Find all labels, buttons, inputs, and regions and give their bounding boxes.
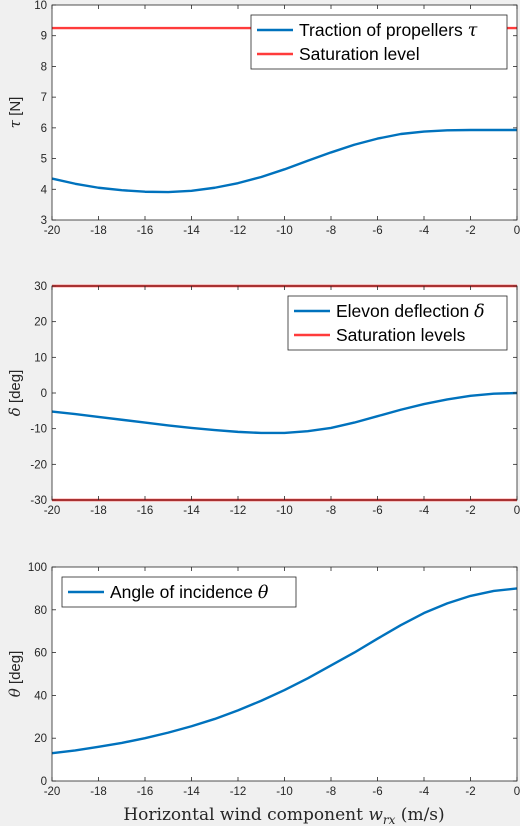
legend-label: Saturation level <box>299 44 420 64</box>
x-tick-label: -20 <box>44 225 61 237</box>
x-tick-label: -14 <box>183 786 200 798</box>
y-tick-label: 30 <box>34 281 47 293</box>
x-tick-label: -8 <box>326 786 336 798</box>
panel-incidence: -20 -18 -16 -14 -12 -10 -8 -6 -4 -2 0020406080100θ… <box>6 562 520 798</box>
x-tick-label: -18 <box>90 225 107 237</box>
x-tick-label: -12 <box>230 786 247 798</box>
y-axis-label-symbol: τ <box>6 119 24 128</box>
x-axis-label: Horizontal wind component wrx (m/s) <box>123 805 444 826</box>
y-tick-label: 5 <box>41 154 47 166</box>
x-tick-label: -8 <box>326 225 336 237</box>
y-tick-label: 60 <box>34 648 47 660</box>
series-line-0 <box>51 391 518 435</box>
x-tick-label: -10 <box>276 505 293 517</box>
y-tick-label: 9 <box>41 31 47 43</box>
x-tick-label: -16 <box>137 225 154 237</box>
legend-label: Angle of incidence θ <box>110 582 269 603</box>
series-line-0 <box>51 128 517 194</box>
legend: Traction of propellers τ Saturation level <box>250 14 508 70</box>
x-tick-label: -4 <box>419 225 430 237</box>
y-axis-label-unit: [deg] <box>7 651 24 689</box>
x-tick-label: -20 <box>44 786 61 798</box>
x-tick-label: -4 <box>419 505 430 517</box>
legend-label-text: Angle of incidence <box>110 582 258 602</box>
y-axis-label-unit: [N] <box>7 97 24 120</box>
y-axis-label: δ [deg] <box>6 370 24 417</box>
y-tick-label: 10 <box>34 0 47 12</box>
y-tick-label: 3 <box>41 215 47 227</box>
x-tick-label: -2 <box>465 786 475 798</box>
y-tick-label: 7 <box>41 92 47 104</box>
y-axis-label-symbol: δ <box>6 407 24 416</box>
x-tick-label: -14 <box>183 505 200 517</box>
y-tick-label: 80 <box>34 605 47 617</box>
x-axis-label-sub: rx <box>383 813 396 826</box>
legend-label-symbol: τ <box>468 21 478 41</box>
x-tick-label: -6 <box>372 225 382 237</box>
x-tick-label: 0 <box>514 505 520 517</box>
x-tick-label: -6 <box>372 505 382 517</box>
x-tick-label: -10 <box>276 786 293 798</box>
legend: Elevon deflection δ Saturation levels <box>287 295 508 351</box>
x-tick-label: -18 <box>90 505 107 517</box>
x-axis-label-var: w <box>368 805 383 825</box>
y-tick-label: 10 <box>34 352 47 364</box>
x-tick-label: -18 <box>90 786 107 798</box>
series-line-0 <box>51 587 518 755</box>
y-axis-label: τ [N] <box>6 97 24 129</box>
x-tick-label: -12 <box>230 505 247 517</box>
y-axis-label-unit: [deg] <box>7 370 24 408</box>
x-tick-label: -14 <box>183 225 200 237</box>
legend-label-symbol: θ <box>258 583 269 603</box>
y-tick-label: 6 <box>41 123 47 135</box>
y-tick-label: 0 <box>41 776 47 788</box>
x-axis-label-text: Horizontal wind component <box>123 805 368 825</box>
x-tick-label: -4 <box>419 786 430 798</box>
legend-label: Elevon deflection δ <box>336 301 485 322</box>
y-tick-label: 40 <box>34 690 47 702</box>
x-tick-label: -12 <box>230 225 247 237</box>
x-tick-label: -16 <box>137 505 154 517</box>
x-tick-label: -2 <box>465 225 475 237</box>
y-tick-label: -10 <box>30 424 47 436</box>
y-tick-label: 0 <box>41 388 47 400</box>
x-tick-label: -10 <box>276 225 293 237</box>
x-tick-label: 0 <box>514 225 520 237</box>
legend-label-text: Elevon deflection <box>336 301 474 321</box>
y-axis-label-symbol: θ <box>6 688 24 697</box>
y-tick-label: -20 <box>30 459 47 471</box>
y-tick-label: 8 <box>41 61 47 73</box>
legend-label: Saturation levels <box>336 325 466 345</box>
y-tick-label: -30 <box>30 495 47 507</box>
panel-elevon: -20 -18 -16 -14 -12 -10 -8 -6 -4 -2 0-30-20-100102… <box>6 281 520 517</box>
y-axis-label: θ [deg] <box>6 651 24 698</box>
x-tick-label: -2 <box>465 505 475 517</box>
legend: Angle of incidence θ <box>61 576 297 608</box>
x-tick-label: -6 <box>372 786 382 798</box>
legend-box <box>250 14 508 70</box>
legend-label-symbol: δ <box>474 302 485 322</box>
x-tick-label: -20 <box>44 505 61 517</box>
y-tick-label: 100 <box>28 562 47 574</box>
x-tick-label: -16 <box>137 786 154 798</box>
x-tick-label: -8 <box>326 505 336 517</box>
legend-label: Traction of propellers τ <box>299 20 478 41</box>
y-tick-label: 20 <box>34 733 47 745</box>
x-tick-label: 0 <box>514 786 520 798</box>
x-axis-label-unit: (m/s) <box>395 805 444 825</box>
y-tick-label: 4 <box>41 184 48 196</box>
legend-box <box>287 295 508 351</box>
y-tick-label: 20 <box>34 317 47 329</box>
legend-label-text: Traction of propellers <box>299 20 468 40</box>
